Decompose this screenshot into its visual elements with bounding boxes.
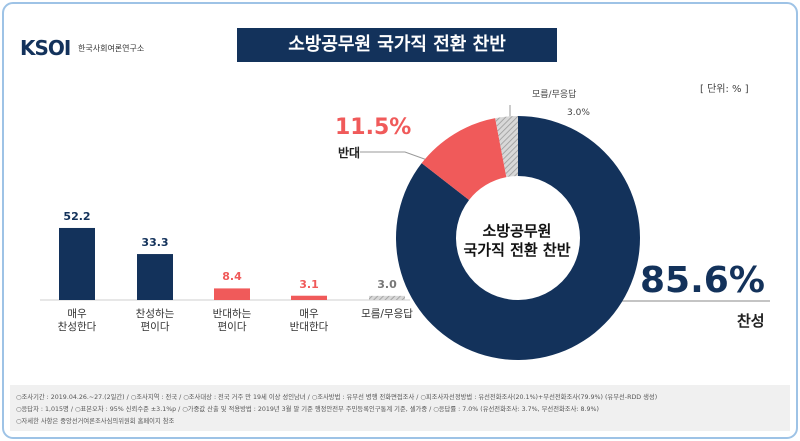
x-tick-label: 찬성하는 편이다 [135, 308, 175, 334]
donut-value-label: 3.0% [567, 108, 590, 118]
x-tick-label: 매우 반대한다 [289, 308, 329, 334]
donut-segment [396, 116, 640, 360]
bar-value-label: 3.0 [377, 277, 397, 291]
donut-value-label: 85.6% [640, 260, 765, 301]
donut-category-label: 모름/무응답 [532, 90, 577, 100]
donut-center-label: 소방공무원 국가직 전환 찬반 [463, 222, 571, 259]
footer-line: ○조사기간 : 2019.04.26.~27.(2일간) / ○조사지역 : 전… [16, 394, 658, 401]
x-tick-label: 반대하는 편이다 [212, 308, 252, 334]
title: 소방공무원 국가직 전환 찬반 [288, 34, 506, 55]
bar [291, 295, 327, 300]
footer-band [10, 385, 790, 431]
donut-value-label: 11.5% [335, 115, 412, 140]
bar-value-label: 52.2 [63, 209, 91, 223]
bar-value-label: 8.4 [222, 270, 242, 284]
bar-value-label: 3.1 [299, 277, 319, 291]
bar [59, 227, 95, 300]
unit: [ 단위: % ] [700, 84, 749, 95]
title-box [237, 28, 557, 62]
bar [369, 295, 405, 300]
bar [137, 254, 173, 300]
x-tick-label: 모름/무응답 [361, 308, 413, 320]
bar-value-label: 33.3 [141, 236, 169, 250]
donut-segment [495, 116, 518, 178]
donut-category-label: 찬성 [737, 312, 765, 330]
logo-name: 한국사회여론연구소 [78, 44, 145, 53]
footer-line: ○응답자 : 1,015명 / ○표본오차 : 95% 신뢰수준 ±3.1%p … [16, 406, 599, 413]
x-tick-label: 매우 찬성한다 [57, 308, 97, 334]
bar [214, 288, 250, 300]
logo-mark: KSOI [20, 36, 71, 60]
donut-segment [421, 118, 507, 200]
donut-category-label: 반대 [338, 146, 361, 160]
footer-line: ○자세한 사항은 중앙선거여론조사심의위원회 홈페이지 참조 [16, 418, 175, 425]
